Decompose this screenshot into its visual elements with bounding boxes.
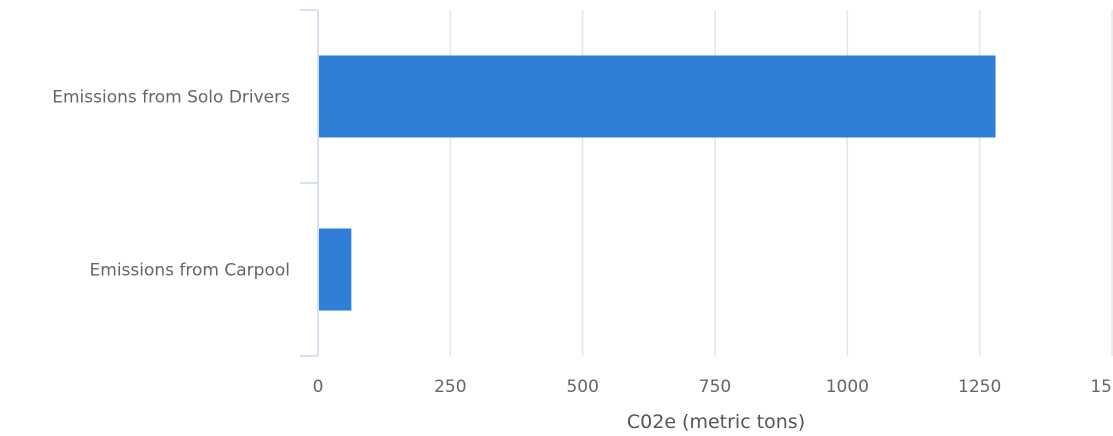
x-tick-label: 750 [699, 377, 731, 397]
category-axis [300, 9, 319, 357]
x-tick-label: 1000 [826, 377, 869, 397]
x-tick-label: 500 [566, 377, 598, 397]
x-axis-title: C02e (metric tons) [627, 411, 805, 433]
x-tick-labels: 0 250 500 750 1000 1250 1500 [313, 377, 1113, 397]
bars [319, 55, 996, 311]
x-tick-label: 1500 [1090, 377, 1113, 397]
x-tick-label: 1250 [958, 377, 1001, 397]
x-tick-label: 250 [434, 377, 466, 397]
x-tick-label: 0 [313, 377, 324, 397]
bar-carpool [319, 228, 352, 311]
category-labels: Emissions from Solo Drivers Emissions fro… [52, 88, 290, 281]
bar-solo-drivers [319, 55, 996, 138]
category-label: Emissions from Carpool [90, 261, 290, 281]
category-label: Emissions from Solo Drivers [52, 88, 290, 108]
